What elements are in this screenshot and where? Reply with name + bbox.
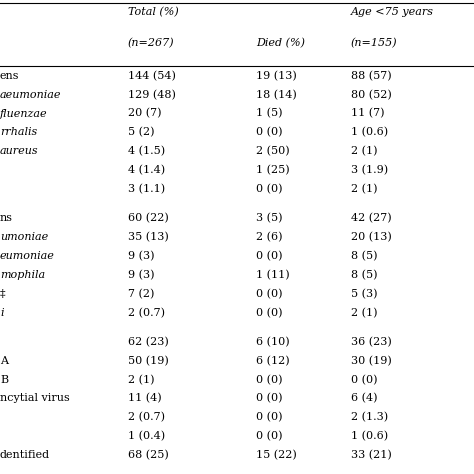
Text: 8 (5): 8 (5): [351, 251, 377, 261]
Text: 2 (50): 2 (50): [256, 146, 290, 156]
Text: 36 (23): 36 (23): [351, 337, 392, 347]
Text: mophila: mophila: [0, 270, 45, 280]
Text: A: A: [0, 356, 8, 366]
Text: 68 (25): 68 (25): [128, 450, 169, 460]
Text: fluenzae: fluenzae: [0, 109, 47, 118]
Text: 0 (0): 0 (0): [256, 431, 283, 441]
Text: ncytial virus: ncytial virus: [0, 393, 70, 403]
Text: 30 (19): 30 (19): [351, 356, 392, 366]
Text: 4 (1.4): 4 (1.4): [128, 165, 165, 175]
Text: 18 (14): 18 (14): [256, 90, 297, 100]
Text: aureus: aureus: [0, 146, 38, 156]
Text: 50 (19): 50 (19): [128, 356, 169, 366]
Text: (n=267): (n=267): [128, 38, 174, 48]
Text: 2 (0.7): 2 (0.7): [128, 308, 165, 318]
Text: B: B: [0, 374, 8, 384]
Text: ns: ns: [0, 213, 13, 223]
Text: 1 (25): 1 (25): [256, 165, 290, 175]
Text: 9 (3): 9 (3): [128, 251, 155, 261]
Text: dentified: dentified: [0, 450, 50, 460]
Text: 1 (0.6): 1 (0.6): [351, 431, 388, 441]
Text: 0 (0): 0 (0): [256, 127, 283, 137]
Text: 7 (2): 7 (2): [128, 289, 155, 299]
Text: 6 (10): 6 (10): [256, 337, 290, 347]
Text: 5 (2): 5 (2): [128, 127, 155, 137]
Text: 3 (1.1): 3 (1.1): [128, 184, 165, 194]
Text: 42 (27): 42 (27): [351, 213, 392, 223]
Text: Age <75 years: Age <75 years: [351, 7, 434, 17]
Text: i: i: [0, 308, 3, 318]
Text: 0 (0): 0 (0): [256, 308, 283, 318]
Text: 33 (21): 33 (21): [351, 450, 392, 460]
Text: 0 (0): 0 (0): [256, 184, 283, 194]
Text: ‡: ‡: [0, 289, 6, 299]
Text: 6 (4): 6 (4): [351, 393, 377, 404]
Text: 0 (0): 0 (0): [256, 412, 283, 422]
Text: 0 (0): 0 (0): [256, 393, 283, 404]
Text: 2 (0.7): 2 (0.7): [128, 412, 165, 422]
Text: 0 (0): 0 (0): [256, 289, 283, 299]
Text: 11 (7): 11 (7): [351, 109, 384, 118]
Text: 2 (1): 2 (1): [128, 374, 155, 385]
Text: 15 (22): 15 (22): [256, 450, 297, 460]
Text: 60 (22): 60 (22): [128, 213, 169, 223]
Text: 80 (52): 80 (52): [351, 90, 392, 100]
Text: 2 (1): 2 (1): [351, 146, 377, 156]
Text: 0 (0): 0 (0): [351, 374, 377, 385]
Text: aeumoniae: aeumoniae: [0, 90, 62, 100]
Text: 11 (4): 11 (4): [128, 393, 162, 404]
Text: 144 (54): 144 (54): [128, 71, 176, 81]
Text: 2 (1.3): 2 (1.3): [351, 412, 388, 422]
Text: 3 (1.9): 3 (1.9): [351, 165, 388, 175]
Text: umoniae: umoniae: [0, 232, 48, 242]
Text: 0 (0): 0 (0): [256, 374, 283, 385]
Text: eumoniae: eumoniae: [0, 251, 55, 261]
Text: 1 (5): 1 (5): [256, 109, 283, 118]
Text: 62 (23): 62 (23): [128, 337, 169, 347]
Text: 1 (0.6): 1 (0.6): [351, 127, 388, 137]
Text: 88 (57): 88 (57): [351, 71, 392, 81]
Text: ens: ens: [0, 71, 19, 81]
Text: 4 (1.5): 4 (1.5): [128, 146, 165, 156]
Text: 8 (5): 8 (5): [351, 270, 377, 280]
Text: 2 (1): 2 (1): [351, 308, 377, 318]
Text: 2 (1): 2 (1): [351, 184, 377, 194]
Text: rrhalis: rrhalis: [0, 128, 37, 137]
Text: Died (%): Died (%): [256, 38, 305, 48]
Text: 129 (48): 129 (48): [128, 90, 176, 100]
Text: 6 (12): 6 (12): [256, 356, 290, 366]
Text: 1 (0.4): 1 (0.4): [128, 431, 165, 441]
Text: 1 (11): 1 (11): [256, 270, 290, 280]
Text: 2 (6): 2 (6): [256, 232, 283, 242]
Text: Total (%): Total (%): [128, 7, 179, 18]
Text: 9 (3): 9 (3): [128, 270, 155, 280]
Text: 0 (0): 0 (0): [256, 251, 283, 261]
Text: 20 (7): 20 (7): [128, 109, 162, 118]
Text: 3 (5): 3 (5): [256, 213, 283, 223]
Text: (n=155): (n=155): [351, 38, 397, 48]
Text: 20 (13): 20 (13): [351, 232, 392, 242]
Text: 35 (13): 35 (13): [128, 232, 169, 242]
Text: 19 (13): 19 (13): [256, 71, 297, 81]
Text: 5 (3): 5 (3): [351, 289, 377, 299]
